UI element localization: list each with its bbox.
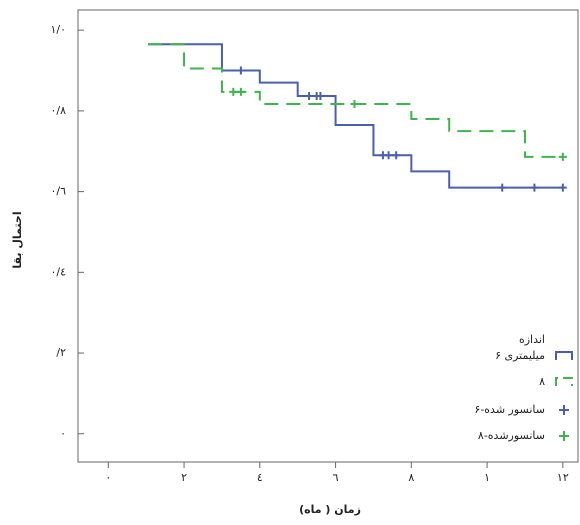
censor-mark (558, 183, 567, 192)
survival-curve (148, 43, 563, 189)
y-tick-label: ۰/۸ (50, 104, 66, 117)
censor-mark (392, 151, 401, 160)
legend-symbol (559, 431, 569, 441)
x-tick-label: ٤ (257, 471, 263, 484)
censor-mark (236, 66, 245, 75)
y-tick-label: /۲ (56, 346, 66, 359)
censor-mark (236, 87, 245, 96)
legend-label: ۸ (539, 375, 545, 388)
legend-label: ۶ میلیمتری (495, 349, 545, 362)
legend-symbol (555, 377, 573, 386)
legend-label: ۶-سانسور شده (474, 403, 545, 416)
censor-mark (316, 91, 325, 100)
y-tick-label: ۰/٦ (50, 185, 66, 198)
y-axis-label: احتمال بقا (11, 211, 24, 268)
y-tick-label: ۰ (60, 427, 66, 440)
x-tick-label: ۱ (484, 471, 490, 484)
x-tick-label: ۱۲ (557, 471, 569, 484)
x-tick-label: ۸ (408, 471, 414, 484)
y-tick-label: ۱/۰ (50, 23, 66, 36)
censor-mark (350, 100, 359, 109)
legend-label: ۸-سانسورشده (478, 429, 545, 442)
censor-mark (498, 183, 507, 192)
legend-symbol (559, 405, 569, 415)
survival-curve (148, 43, 563, 158)
censor-mark (558, 152, 567, 161)
censor-mark (229, 87, 238, 96)
legend-title: اندازه (519, 333, 545, 346)
x-tick-label: ۰ (105, 471, 111, 484)
x-tick-label: ۲ (181, 471, 187, 484)
censor-mark (530, 183, 539, 192)
censor-mark (305, 91, 314, 100)
plot-frame (77, 9, 579, 463)
x-tick-label: ٦ (333, 471, 339, 484)
y-tick-label: ۰/٤ (50, 265, 66, 278)
x-axis-label: زمان ( ماه) (299, 503, 361, 516)
legend-symbol (555, 351, 573, 360)
censor-mark (384, 151, 393, 160)
